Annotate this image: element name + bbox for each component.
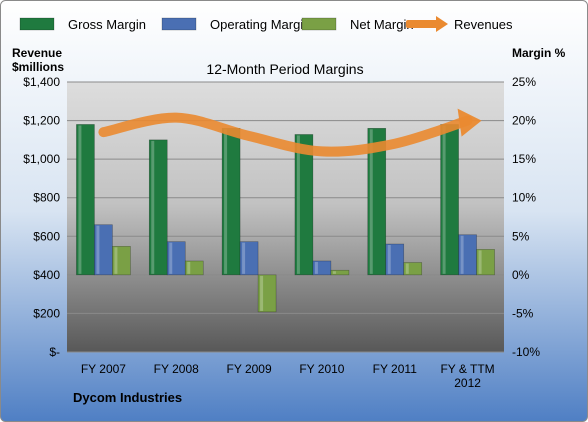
category-label: FY 2007 bbox=[81, 362, 126, 376]
right-tick-label: 0% bbox=[512, 268, 530, 282]
left-axis-label-line2: $millions bbox=[12, 60, 64, 74]
left-tick-label: $1,000 bbox=[23, 152, 60, 166]
category-label: FY 2008 bbox=[154, 362, 199, 376]
right-tick-label: 25% bbox=[512, 75, 536, 89]
legend-label-revenues: Revenues bbox=[454, 17, 513, 32]
bar-highlight-gross-margin bbox=[442, 125, 446, 274]
bar-highlight-net-margin bbox=[405, 263, 409, 274]
bar-net-margin bbox=[184, 260, 204, 276]
category-label: FY 2011 bbox=[373, 362, 418, 376]
bar-net-margin bbox=[112, 246, 131, 276]
legend-swatch-net-margin bbox=[301, 17, 337, 31]
bar-highlight-net-margin bbox=[260, 275, 264, 311]
left-axis-label-line1: Revenue bbox=[12, 46, 62, 60]
bar-highlight-net-margin bbox=[478, 250, 482, 274]
bar-highlight-net-margin bbox=[332, 271, 336, 274]
bar-highlight-gross-margin bbox=[151, 140, 155, 274]
bar-gross-margin bbox=[367, 127, 387, 276]
bar-net-margin bbox=[257, 274, 277, 313]
bar-highlight-gross-margin bbox=[296, 135, 300, 274]
revenue-arrowhead bbox=[457, 108, 482, 137]
company-name: Dycom Industries bbox=[73, 390, 182, 405]
left-tick-label: $1,200 bbox=[23, 114, 60, 128]
left-tick-label: $200 bbox=[33, 306, 60, 320]
right-tick-label: 10% bbox=[512, 191, 536, 205]
bar-gross-margin bbox=[76, 124, 95, 276]
revenue-line-path bbox=[98, 112, 473, 157]
bars bbox=[76, 124, 495, 313]
bar-highlight-net-margin bbox=[187, 261, 191, 274]
legend-label-net-margin: Net Margin bbox=[350, 17, 414, 32]
bar-operating-margin bbox=[385, 243, 405, 276]
bar-highlight-gross-margin bbox=[224, 129, 228, 274]
bar-operating-margin bbox=[166, 241, 186, 276]
category-label: 2012 bbox=[454, 376, 481, 390]
revenue-line bbox=[98, 108, 482, 157]
left-tick-label: $- bbox=[49, 345, 60, 359]
category-label: FY 2010 bbox=[299, 362, 344, 376]
gridlines bbox=[67, 81, 504, 353]
right-tick-label: -5% bbox=[512, 306, 534, 320]
chart-title: 12-Month Period Margins bbox=[206, 61, 363, 77]
bar-highlight-operating-margin bbox=[96, 225, 100, 274]
bar-gross-margin bbox=[148, 139, 168, 276]
bar-highlight-gross-margin bbox=[369, 129, 373, 274]
bar-gross-margin bbox=[294, 134, 314, 276]
right-tick-label: -10% bbox=[512, 345, 540, 359]
bar-operating-margin bbox=[239, 241, 259, 276]
legend-swatch-operating-margin bbox=[161, 17, 197, 31]
bar-net-margin bbox=[403, 262, 423, 276]
bar-highlight-gross-margin bbox=[78, 125, 82, 274]
legend: Gross Margin Operating Margin Net Margin Re… bbox=[19, 16, 513, 32]
bar-highlight-operating-margin bbox=[387, 245, 391, 274]
legend-swatch-revenues bbox=[406, 20, 438, 28]
right-axis-label: Margin % bbox=[512, 46, 566, 60]
right-tick-label: 20% bbox=[512, 114, 536, 128]
bar-operating-margin bbox=[312, 260, 332, 276]
legend-label-gross-margin: Gross Margin bbox=[68, 17, 146, 32]
legend-swatch-arrow bbox=[436, 16, 448, 32]
legend-swatch-gross-margin bbox=[19, 17, 55, 31]
tick-labels: $- -10% $200 -5% $400 0% $600 5% $800 10% $1,000 15… bbox=[23, 75, 540, 390]
left-tick-label: $800 bbox=[33, 191, 60, 205]
left-tick-label: $600 bbox=[33, 229, 60, 243]
category-label: FY 2009 bbox=[227, 362, 272, 376]
right-tick-label: 5% bbox=[512, 229, 530, 243]
left-tick-label: $400 bbox=[33, 268, 60, 282]
bar-highlight-net-margin bbox=[114, 247, 118, 274]
bar-highlight-operating-margin bbox=[460, 235, 464, 274]
legend-label-operating-margin: Operating Margin bbox=[210, 17, 310, 32]
right-tick-label: 15% bbox=[512, 152, 536, 166]
left-tick-label: $1,400 bbox=[23, 75, 60, 89]
bar-highlight-operating-margin bbox=[169, 242, 173, 274]
bar-highlight-operating-margin bbox=[314, 261, 318, 274]
bar-net-margin bbox=[330, 269, 350, 276]
bar-highlight-operating-margin bbox=[242, 242, 246, 274]
category-label: FY & TTM bbox=[440, 362, 494, 376]
bar-net-margin bbox=[476, 249, 495, 276]
